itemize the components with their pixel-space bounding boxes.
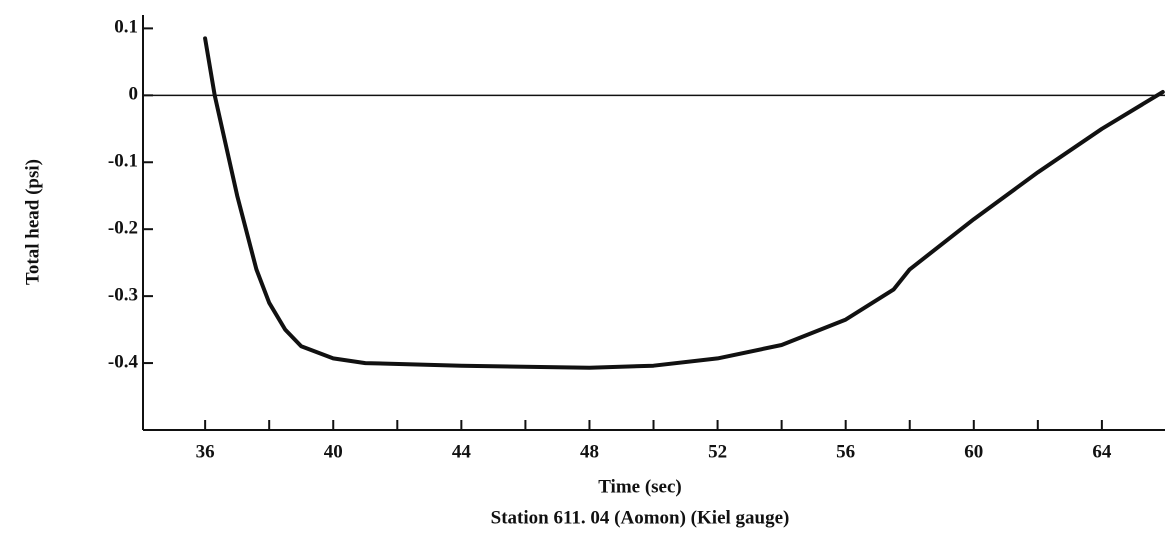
x-tick-label: 60 — [964, 441, 983, 462]
x-tick-label: 48 — [580, 441, 599, 462]
y-tick-label: -0.4 — [108, 351, 139, 372]
x-axis-label: Time (sec) — [598, 476, 682, 497]
y-tick-label: 0.1 — [114, 17, 138, 38]
y-tick-label: -0.3 — [108, 284, 138, 305]
x-tick-label: 40 — [324, 441, 343, 462]
y-axis-label: Total head (psi) — [22, 159, 43, 285]
x-tick-label: 52 — [708, 441, 727, 462]
x-tick-label: 44 — [452, 441, 472, 462]
caption: Station 611. 04 (Aomon) (Kiel gauge) — [491, 507, 790, 528]
y-tick-label: -0.2 — [108, 218, 138, 239]
y-tick-label: 0 — [129, 84, 139, 105]
x-tick-label: 64 — [1092, 441, 1112, 462]
x-tick-label: 56 — [836, 441, 855, 462]
x-tick-label: 36 — [196, 441, 215, 462]
y-tick-label: -0.1 — [108, 151, 138, 172]
data-line — [203, 36, 1165, 370]
